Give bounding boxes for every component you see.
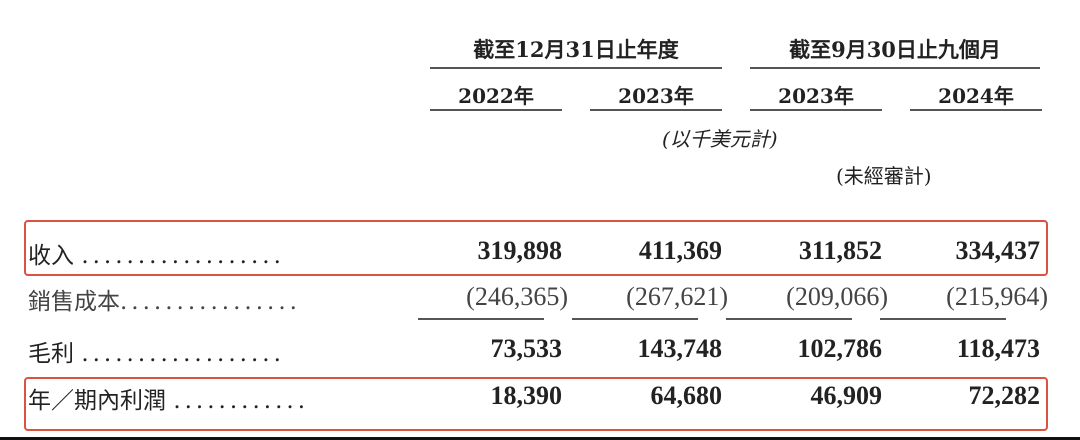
subtotal-underline	[726, 318, 852, 320]
cell: 143,748	[637, 334, 723, 363]
cell: (215,964)	[946, 282, 1048, 311]
header-group-nine-months: 截至9月30日止九個月	[789, 37, 1001, 62]
bottom-border	[0, 437, 1080, 440]
highlight-box-profit	[24, 377, 1048, 431]
cell: 73,533	[490, 334, 563, 363]
cell: 118,473	[956, 334, 1040, 363]
unit-note: (以千美元計)	[662, 127, 778, 151]
cell: 72,282	[968, 381, 1041, 410]
cell: (209,066)	[786, 282, 888, 311]
cell: 411,369	[638, 236, 722, 265]
subtotal-underline	[572, 318, 698, 320]
row-label-gross-profit: 毛利 ..................	[28, 341, 285, 367]
year-header: 2024年	[938, 84, 1014, 108]
cell: 334,437	[955, 236, 1041, 265]
cell: 102,786	[797, 334, 883, 363]
year-underline	[590, 109, 722, 111]
year-underline	[910, 109, 1042, 111]
unaudited-note: (未經審計)	[836, 164, 932, 188]
year-underline	[750, 109, 882, 111]
header-divider	[750, 67, 1040, 69]
header-divider	[430, 67, 722, 69]
year-header: 2023年	[778, 84, 854, 108]
cell: 64,680	[650, 381, 723, 410]
cell: 311,852	[798, 236, 882, 265]
cell: 18,390	[490, 381, 563, 410]
cell: 319,898	[477, 236, 563, 265]
year-underline	[430, 109, 562, 111]
row-label-profit: 年／期內利潤 ............	[28, 388, 310, 414]
cell: (246,365)	[466, 282, 568, 311]
year-header: 2022年	[458, 84, 534, 108]
highlight-box-revenue	[24, 220, 1048, 276]
year-header: 2023年	[618, 84, 694, 108]
row-label-cost-of-sales: 銷售成本................	[28, 289, 301, 315]
subtotal-underline	[880, 318, 1006, 320]
row-label-revenue: 收入 ..................	[28, 243, 285, 269]
subtotal-underline	[418, 318, 544, 320]
cell: (267,621)	[626, 282, 728, 311]
header-group-year-ended: 截至12月31日止年度	[473, 37, 679, 62]
cell: 46,909	[810, 381, 883, 410]
